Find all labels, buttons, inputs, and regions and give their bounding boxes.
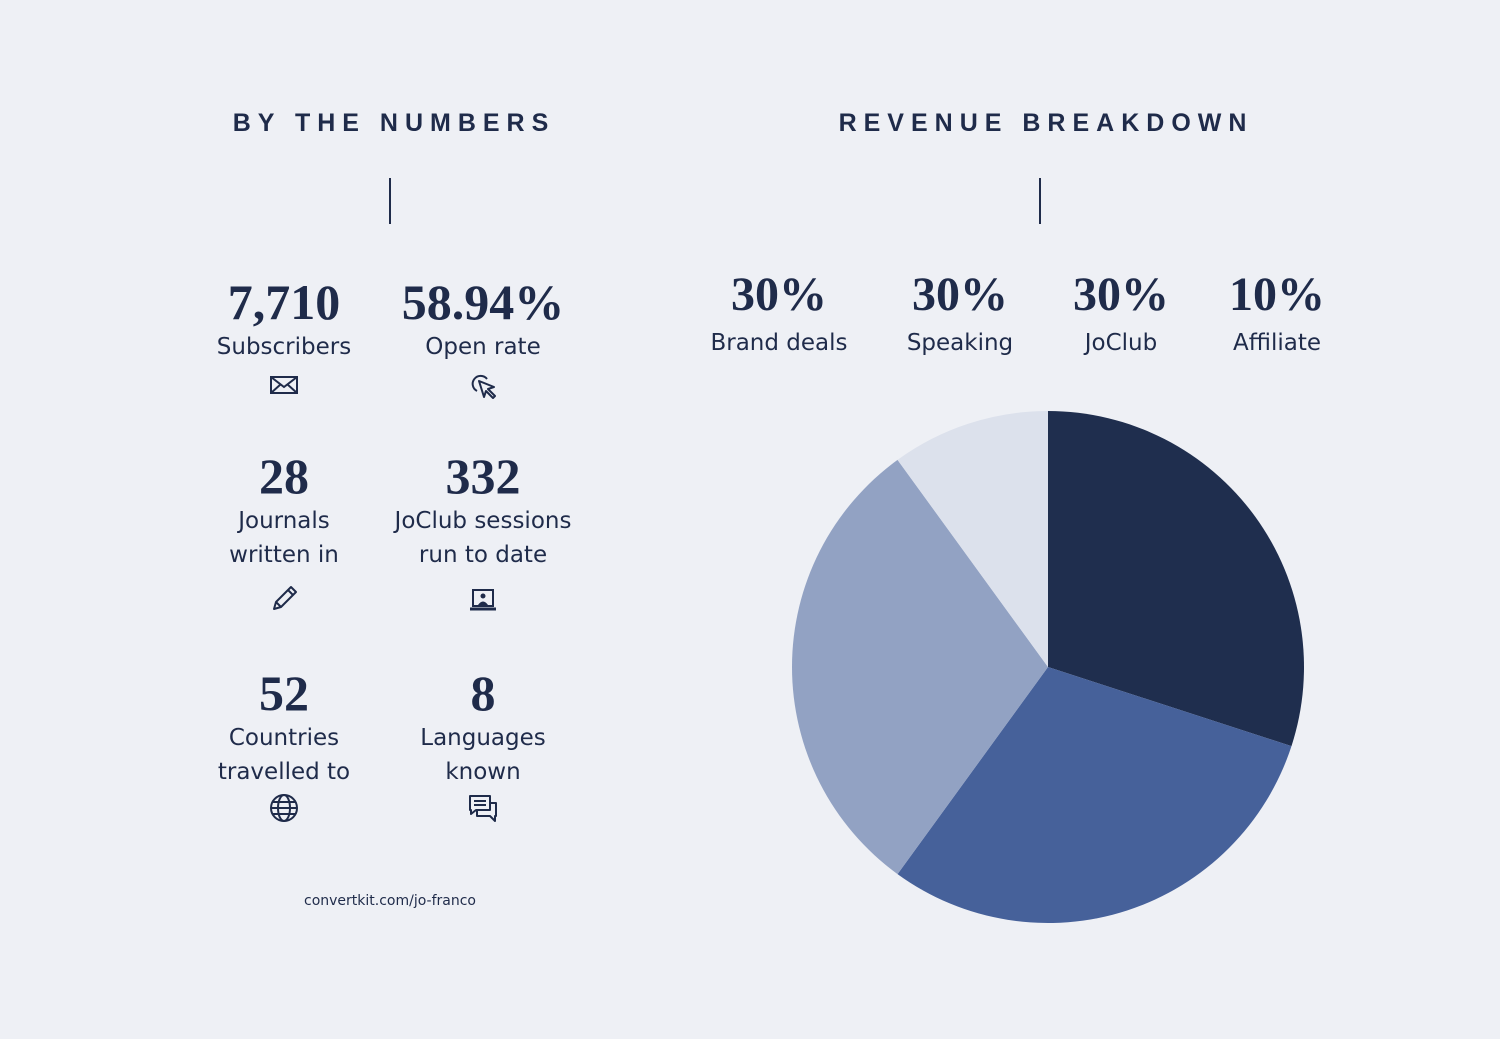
pencil-icon: [273, 586, 297, 610]
cursor-click-icon: [471, 374, 496, 399]
stat-label: Languages known: [420, 725, 546, 785]
footer-link[interactable]: convertkit.com/jo-franco: [304, 893, 476, 909]
by-the-numbers-heading: BY THE NUMBERS: [232, 109, 556, 137]
pie-slice-brand-deals: [1048, 411, 1304, 747]
chat-bubbles-icon: [469, 795, 497, 822]
stat-countries: 52 Countries travelled to: [174, 665, 394, 823]
legend-value: 10%: [1229, 268, 1325, 321]
stat-label: JoClub sessions run to date: [394, 508, 572, 568]
legend-joclub: 30% JoClub: [1031, 264, 1211, 360]
stat-open-rate: 58.94% Open rate: [373, 274, 593, 400]
stat-label: Countries travelled to: [217, 725, 351, 785]
pie-slice-joclub: [791, 459, 1048, 875]
legend-speaking: 30% Speaking: [870, 264, 1050, 360]
stat-value: 8: [470, 665, 496, 721]
legend-value: 30%: [731, 268, 827, 321]
pie-slice-speaking: [897, 667, 1292, 923]
stat-label: Subscribers: [216, 334, 352, 360]
revenue-breakdown-heading: REVENUE BREAKDOWN: [838, 109, 1254, 137]
legend-value: 30%: [1073, 268, 1169, 321]
stat-value: 28: [259, 448, 309, 504]
stat-value: 52: [259, 665, 309, 721]
stat-label: Open rate: [425, 334, 541, 360]
legend-label: Brand deals: [710, 330, 848, 356]
stat-value: 58.94%: [401, 274, 565, 330]
legend-label: JoClub: [1084, 330, 1158, 356]
legend-brand-deals: 30% Brand deals: [689, 264, 869, 360]
stat-label: Journals written in: [229, 508, 339, 568]
stat-value: 332: [445, 448, 521, 504]
stat-value: 7,710: [227, 274, 341, 330]
stat-languages: 8 Languages known: [373, 665, 593, 823]
legend-label: Speaking: [906, 330, 1014, 356]
globe-icon: [270, 794, 298, 822]
stat-subscribers: 7,710 Subscribers: [174, 274, 394, 400]
legend-label: Affiliate: [1232, 330, 1321, 356]
stat-joclub-sessions: 332 JoClub sessions run to date: [373, 448, 593, 614]
divider-line: [389, 178, 391, 224]
legend-value: 30%: [912, 268, 1008, 321]
laptop-user-icon: [470, 589, 496, 611]
legend-affiliate: 10% Affiliate: [1187, 264, 1367, 360]
divider-line: [1039, 178, 1041, 224]
stat-journals: 28 Journals written in: [174, 448, 394, 614]
envelope-icon: [270, 376, 298, 394]
pie-slice-affiliate: [897, 411, 1048, 667]
